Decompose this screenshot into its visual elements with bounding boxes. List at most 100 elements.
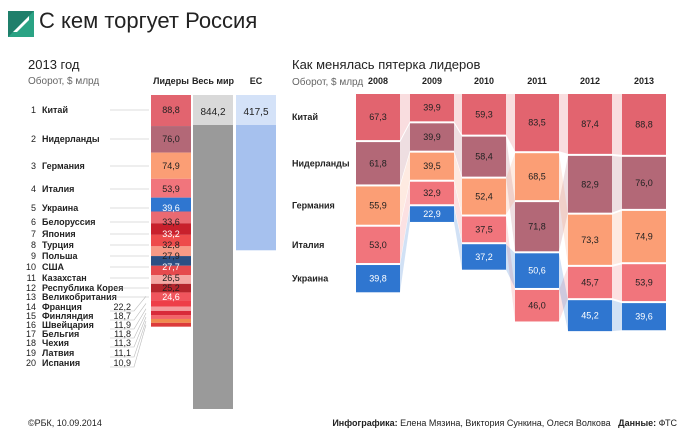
leader-bar	[568, 266, 612, 299]
bar-value-label: 45,7	[581, 278, 599, 288]
column-header: Весь мир	[192, 76, 235, 86]
world-total-cap	[193, 95, 233, 125]
bar-value-label: 32,9	[423, 188, 441, 198]
bar-value-label: 45,2	[581, 311, 599, 321]
series-name: Нидерланды	[292, 158, 350, 168]
flow-band	[612, 94, 622, 155]
country-value: 11,8	[114, 329, 131, 339]
country-rank: 17	[26, 329, 36, 339]
flow-band	[506, 244, 515, 288]
country-rank: 4	[31, 184, 36, 194]
bar-value-label: 46,0	[528, 301, 546, 311]
leader-segment	[151, 275, 191, 284]
country-rank: 20	[26, 358, 36, 368]
country-value: 39,6	[162, 203, 180, 213]
bar-value-label: 68,5	[528, 172, 546, 182]
leader-bar	[568, 300, 612, 332]
country-name: Белоруссия	[42, 217, 96, 227]
source-label: Данные:	[618, 418, 657, 428]
credits-line: Инфографика: Елена Мязина, Виктория Сунк…	[332, 418, 677, 428]
flow-band	[400, 181, 410, 264]
country-rank: 16	[26, 320, 36, 330]
leader-bar	[356, 226, 400, 264]
bar-value-label: 53,0	[369, 240, 387, 250]
country-value: 33,6	[162, 217, 180, 227]
year-label: 2012	[580, 76, 600, 86]
bar-value-label: 58,4	[475, 152, 493, 162]
country-rank: 19	[26, 348, 36, 358]
bar-value-label: 55,9	[369, 201, 387, 211]
flow-band	[559, 94, 568, 154]
leader-bar	[410, 123, 454, 151]
flow-band	[454, 181, 462, 243]
leader-bar	[462, 178, 506, 215]
country-rank: 15	[26, 311, 36, 321]
leader-line	[110, 312, 147, 339]
series-name: Украина	[292, 274, 329, 284]
leader-bar	[410, 94, 454, 122]
leader-segment	[151, 292, 191, 301]
left-section-heading: 2013 год	[28, 57, 80, 72]
flow-band	[400, 94, 410, 141]
flow-band	[506, 94, 515, 152]
country-rank: 3	[31, 161, 36, 171]
credits-names: Елена Мязина, Виктория Сункина, Олеся Во…	[400, 418, 611, 428]
flow-band	[612, 300, 622, 332]
year-label: 2010	[474, 76, 494, 86]
leader-bar	[568, 94, 612, 154]
rbc-logo-icon	[8, 11, 34, 37]
eu-total-cap	[236, 95, 276, 125]
bar-value-label: 53,9	[635, 278, 653, 288]
column-header: ЕС	[250, 76, 263, 86]
country-value: 24,6	[162, 292, 180, 302]
bar-value-label: 87,4	[581, 119, 599, 129]
leader-bar	[622, 303, 666, 331]
leader-line	[110, 320, 147, 358]
country-value: 26,5	[162, 273, 180, 283]
bar-value-label: 88,8	[635, 119, 653, 129]
flow-band	[559, 155, 568, 252]
bar-value-label: 39,9	[423, 103, 441, 113]
country-name: Германия	[42, 161, 85, 171]
country-value: 22,2	[113, 302, 131, 312]
leader-segment	[151, 318, 191, 323]
series-name: Китай	[292, 112, 318, 122]
leader-segment	[151, 178, 191, 198]
country-value: 88,8	[162, 105, 180, 115]
country-rank: 9	[31, 251, 36, 261]
leader-bar	[568, 214, 612, 265]
country-value: 18,7	[113, 311, 131, 321]
country-name: Турция	[42, 240, 74, 250]
leader-segment	[151, 283, 191, 293]
leader-segment	[151, 126, 191, 153]
leader-segment	[151, 300, 191, 307]
country-rank: 7	[31, 229, 36, 239]
copyright-text: ©РБК, 10.09.2014	[28, 418, 102, 428]
leader-bar	[356, 265, 400, 293]
country-rank: 14	[26, 302, 36, 312]
leader-segment	[151, 265, 191, 276]
leader-bar	[356, 142, 400, 185]
eu-total-label: 417,5	[243, 107, 268, 118]
country-name: Италия	[42, 184, 74, 194]
right-unit-label: Оборот, $ млрд	[292, 77, 364, 88]
flow-band	[559, 153, 568, 265]
flow-band	[612, 264, 622, 302]
leader-segment	[151, 211, 191, 224]
flow-band	[454, 123, 462, 177]
country-rank: 6	[31, 217, 36, 227]
bar-value-label: 73,3	[581, 235, 599, 245]
country-rank: 10	[26, 262, 36, 272]
leader-bar	[515, 153, 559, 201]
year-label: 2008	[368, 76, 388, 86]
country-name: Япония	[42, 229, 76, 239]
flow-band	[506, 153, 515, 215]
left-unit-label: Оборот, $ млрд	[28, 76, 100, 87]
flow-band	[559, 266, 568, 322]
country-name: Франция	[42, 302, 82, 312]
leader-bar	[356, 94, 400, 141]
country-value: 11,1	[114, 348, 131, 358]
country-rank: 11	[27, 273, 36, 283]
leader-segment	[151, 322, 191, 327]
bar-value-label: 76,0	[635, 178, 653, 188]
